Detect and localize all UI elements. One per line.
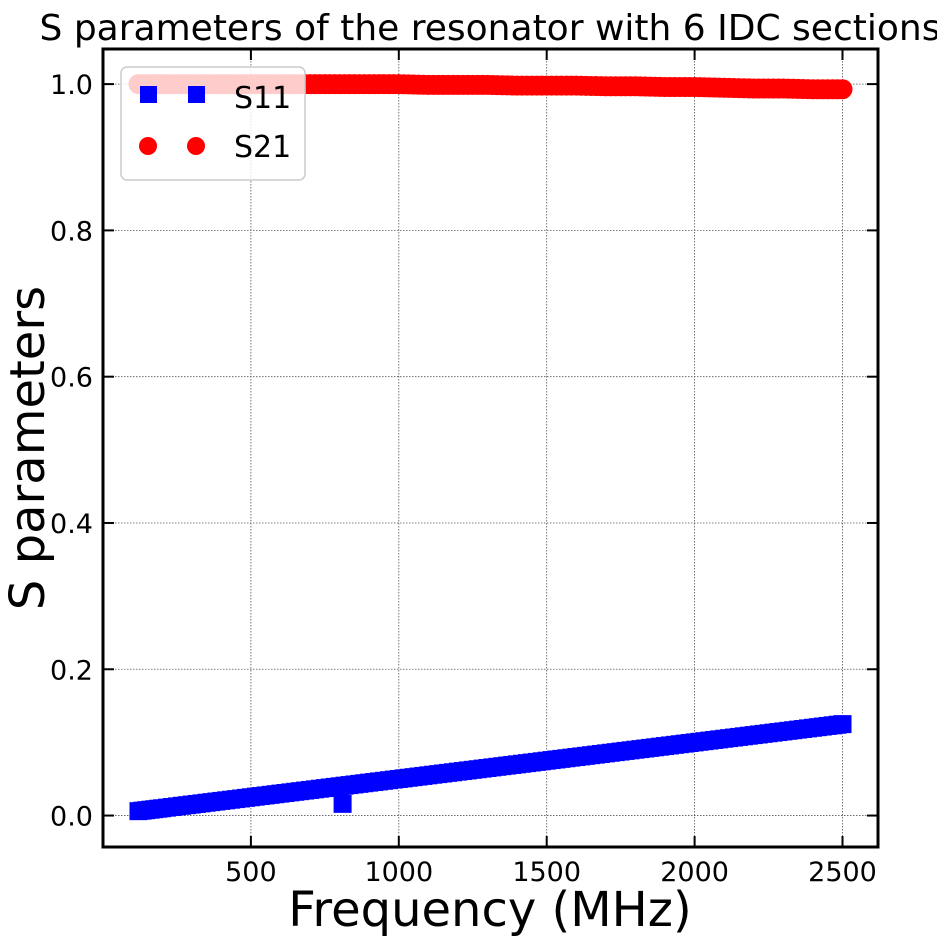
y-tick-label: 0.4	[50, 509, 93, 540]
y-tick-label: 0.6	[50, 363, 93, 394]
s21-point	[832, 79, 853, 100]
y-tick-label: 1.0	[50, 70, 93, 101]
legend-s11-marker-2	[188, 86, 205, 103]
x-tick-label: 500	[225, 857, 277, 888]
y-tick-label: 0.8	[50, 216, 93, 247]
x-tick-label: 2000	[660, 857, 729, 888]
x-axis-label: Frequency (MHz)	[288, 882, 691, 938]
legend-s11-marker-1	[140, 86, 157, 103]
s11-point	[828, 715, 847, 734]
y-tick-label: 0.2	[50, 655, 93, 686]
legend-s21-label: S21	[234, 130, 291, 165]
axis-ticks: 500 1000 1500 2000 2500 0.0 0.2 0.4 0.6 0.8 1.0	[50, 49, 878, 888]
series-s11	[129, 715, 852, 821]
legend-s11-label: S11	[234, 81, 291, 116]
s11-point	[333, 794, 352, 813]
x-tick-label: 1500	[512, 857, 581, 888]
y-tick-label: 0.0	[50, 802, 93, 833]
x-tick-label: 2500	[808, 857, 877, 888]
y-axis-label: S parameters	[0, 286, 56, 610]
chart-title: S parameters of the resonator with 6 IDC…	[40, 8, 937, 49]
legend-s21-marker-1	[139, 137, 157, 155]
legend-box	[120, 66, 306, 181]
x-tick-label: 1000	[364, 857, 433, 888]
plot-frame	[101, 47, 880, 849]
legend-s21-marker-2	[187, 137, 205, 155]
legend: S11 S21	[120, 66, 306, 181]
